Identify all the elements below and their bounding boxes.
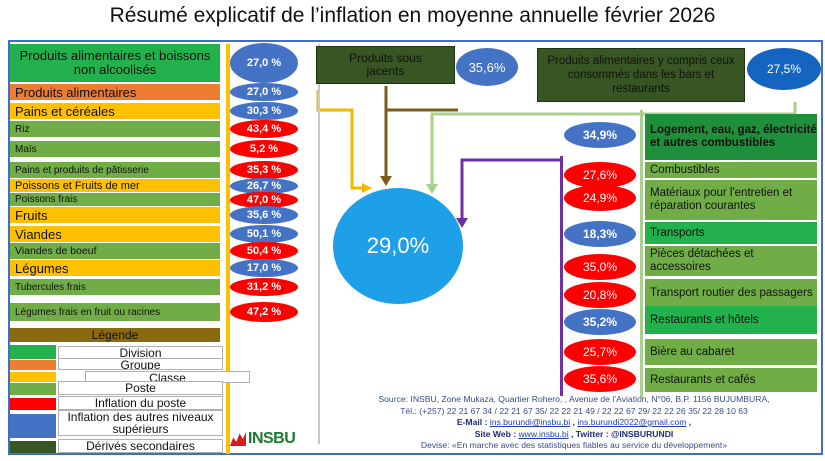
right-row-value: 24,9% <box>564 185 636 211</box>
left-row-value: 30,3 % <box>230 102 298 120</box>
left-separator-yellow <box>226 44 230 454</box>
right-row-value: 27,6% <box>564 162 636 188</box>
right-row-value: 35,6% <box>564 366 636 392</box>
right-row-value: 18,3% <box>564 221 636 247</box>
right-row-label: Restaurants et cafés <box>645 368 817 392</box>
diagram-frame <box>8 40 823 455</box>
left-row-value: 35,3 % <box>230 161 298 179</box>
left-row-label: Riz <box>10 121 220 137</box>
source-line2: Tél.: (+257) 22 21 67 34 / 22 21 67 35/ … <box>400 405 748 416</box>
web-link[interactable]: www.insbu.bi <box>518 428 569 439</box>
legend-swatch <box>10 372 56 382</box>
right-row-label: Transport routier des passagers <box>645 279 817 307</box>
left-row-label: Poissons frais <box>10 193 220 206</box>
legend-label: Inflation du poste <box>58 396 223 410</box>
left-row-label: Viandes de boeuf <box>10 243 220 259</box>
source-email-line: E-Mail : ins.burundi@insbu.bi , ins.buru… <box>456 417 692 427</box>
right-separator-purple <box>560 156 563 396</box>
left-row-value: 26,7 % <box>230 177 298 194</box>
legend-swatch <box>10 398 56 410</box>
left-row-value: 47,2 % <box>230 302 298 322</box>
bars-restaurants-box: Produits alimentaires y compris ceux con… <box>537 48 745 102</box>
email-link-1[interactable]: ins.burundi@insbu.bi <box>489 417 571 427</box>
left-row-label: Légumes frais en fruit ou racines <box>10 303 220 321</box>
left-row-value: 47,0 % <box>230 191 298 208</box>
left-separator-gray <box>318 44 320 444</box>
left-row-value: 43,4 % <box>230 120 298 138</box>
legend-label: Poste <box>58 381 223 395</box>
left-row-value: 50,4 % <box>230 242 298 260</box>
source-block: Source: INSBU, Zone Mukaza, Quartier Roh… <box>330 394 818 452</box>
right-row-label: Transports <box>645 222 817 244</box>
legend-swatch <box>10 383 56 395</box>
left-row-label: Pains et céréales <box>10 103 220 119</box>
right-row-label: Pièces détachées et accessoires <box>645 246 817 276</box>
email-link-2[interactable]: ins.burundi2022@gmail.com <box>577 417 687 427</box>
left-row-value: 5,2 % <box>230 140 298 158</box>
left-row-label: Produits alimentaires et boissons non al… <box>10 44 220 82</box>
left-row-label: Maïs <box>10 141 220 157</box>
left-row-value: 50,1 % <box>230 225 298 243</box>
right-row-label: Logement, eau, gaz, électricité et autre… <box>645 114 817 160</box>
left-row-label: Pains et produits de pâtisserie <box>10 162 220 178</box>
left-row-value: 31,2 % <box>230 278 298 296</box>
right-row-value: 25,7% <box>564 339 636 365</box>
page-title: Résumé explicatif de l’inflation en moye… <box>109 4 716 27</box>
legend-label: Dérivés secondaires <box>58 439 223 453</box>
left-row-label: Produits alimentaires <box>10 84 220 100</box>
right-row-label: Restaurants et hôtels <box>645 306 817 334</box>
sous-jacents-value: 35,6% <box>456 48 518 86</box>
right-row-label: Bière au cabaret <box>645 339 817 365</box>
left-row-label: Viandes <box>10 226 220 242</box>
left-row-value: 27,0 % <box>230 43 298 83</box>
left-row-value: 27,0 % <box>230 83 298 101</box>
legend-swatch <box>10 441 56 453</box>
insbu-logo: INSBU <box>230 428 314 450</box>
logo-mark-icon <box>230 432 246 446</box>
right-row-label: Combustibles <box>645 162 817 178</box>
legend-swatch <box>10 360 56 370</box>
source-web-line: Site Web : www.insbu.bi , Twitter : @INS… <box>474 428 674 439</box>
right-row-value: 35,2% <box>564 309 636 335</box>
right-row-value: 34,9% <box>564 122 636 148</box>
left-row-value: 17,0 % <box>230 259 298 277</box>
right-row-label: Matériaux pour l'entretien et réparation… <box>645 180 817 220</box>
source-devise: Devise: «En marche avec des statistiques… <box>420 440 728 450</box>
center-inflation-circle: 29,0% <box>333 188 463 304</box>
left-row-value: 35,6 % <box>230 206 298 224</box>
source-line1: Source: INSBU, Zone Mukaza, Quartier Roh… <box>378 394 770 404</box>
right-row-value: 35,0% <box>564 254 636 280</box>
left-row-label: Poissons et Fruits de mer <box>10 179 220 192</box>
sous-jacents-box: Produits sous jacents <box>316 46 455 84</box>
legend-header: Légende <box>10 328 220 342</box>
legend-swatch <box>10 345 56 359</box>
left-row-label: Fruits <box>10 207 220 223</box>
right-separator-green <box>640 110 643 398</box>
legend-label: Inflation des autres niveaux supérieurs <box>58 410 223 436</box>
legend-swatch <box>10 414 56 438</box>
bars-restaurants-value: 27,5% <box>747 48 821 90</box>
left-row-label: Légumes <box>10 260 220 276</box>
left-row-label: Tubercules frais <box>10 279 220 295</box>
logo-text: INSBU <box>248 430 296 447</box>
legend-label: Groupe <box>58 358 223 370</box>
right-row-value: 20,8% <box>564 282 636 308</box>
